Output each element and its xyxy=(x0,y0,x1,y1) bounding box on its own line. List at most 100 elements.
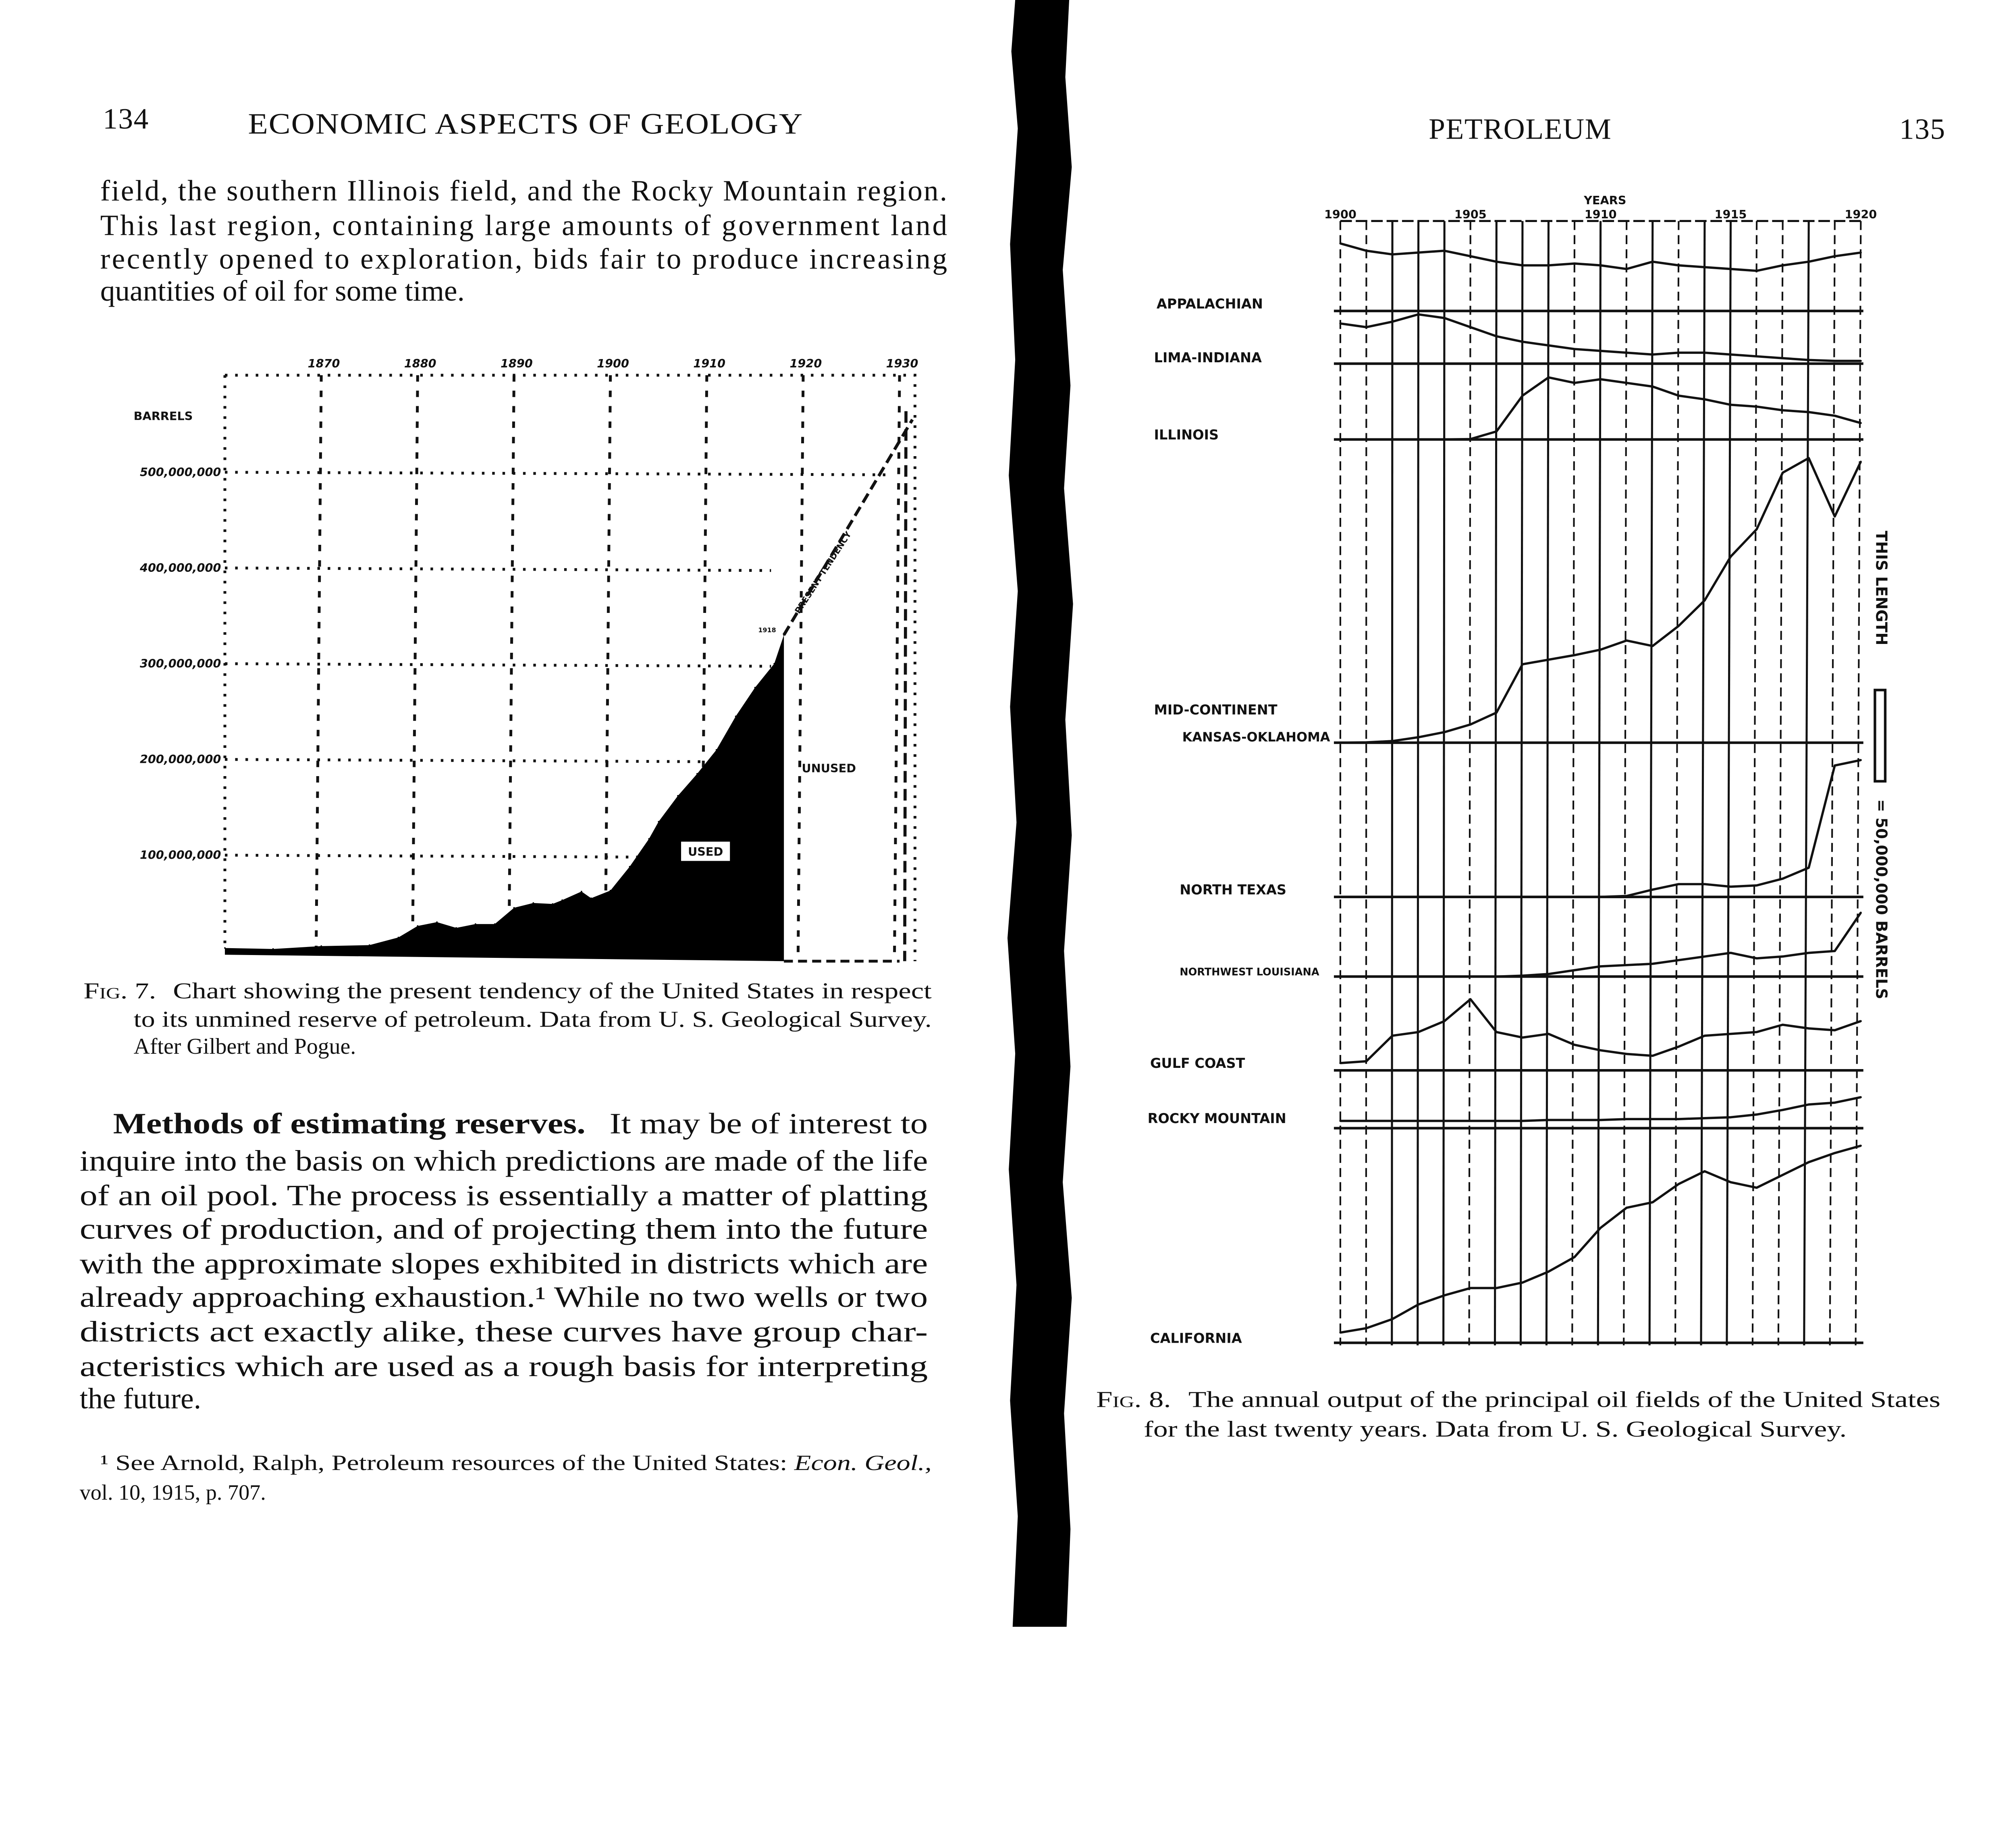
data-point xyxy=(1573,1119,1576,1121)
used-data-point xyxy=(455,927,457,929)
data-point xyxy=(1677,883,1680,885)
data-point xyxy=(1339,1331,1342,1334)
y-tick-label: 300,000,000 xyxy=(140,657,221,671)
data-point xyxy=(1651,963,1654,965)
data-point xyxy=(1807,1027,1810,1030)
data-point xyxy=(1417,1031,1420,1033)
section-line: already approaching exhaustion.¹ While n… xyxy=(80,1281,928,1313)
data-point xyxy=(1365,1327,1368,1329)
data-point xyxy=(1573,1256,1576,1258)
data-point xyxy=(1677,395,1680,397)
data-point xyxy=(1729,555,1732,558)
gridline-vertical xyxy=(1648,221,1654,1346)
data-point xyxy=(1703,599,1706,602)
running-head-left: ECONOMIC ASPECTS OF GEOLOGY xyxy=(248,108,803,140)
data-point xyxy=(1417,251,1420,254)
footnote-line: ¹ See Arnold, Ralph, Petroleum resources… xyxy=(100,1451,932,1475)
gridline-vertical xyxy=(1597,221,1602,1346)
data-point xyxy=(1547,376,1550,379)
data-point xyxy=(1443,731,1446,733)
gridline-vertical xyxy=(1855,221,1862,1346)
data-point xyxy=(1755,355,1758,357)
data-point xyxy=(1495,1031,1498,1033)
data-point xyxy=(1651,1055,1654,1057)
data-point xyxy=(1391,1034,1394,1037)
data-point xyxy=(1469,998,1472,1001)
data-point xyxy=(1677,625,1680,627)
data-point xyxy=(1495,260,1498,263)
data-point xyxy=(1469,255,1472,257)
data-point xyxy=(1443,317,1446,319)
footnote-line: vol. 10, 1915, p. 707. xyxy=(80,1480,266,1504)
data-point xyxy=(1677,1118,1680,1120)
data-point xyxy=(1782,1109,1784,1111)
data-point xyxy=(1859,251,1862,254)
data-point xyxy=(1807,359,1810,361)
gridline-vertical xyxy=(314,375,323,951)
scale-note-prefix: THIS LENGTH xyxy=(1872,531,1890,646)
used-data-point xyxy=(658,821,660,822)
x-tick-label: 1920 xyxy=(789,357,822,370)
data-point xyxy=(1677,959,1680,961)
data-point xyxy=(1677,264,1680,267)
used-data-point xyxy=(272,948,274,950)
data-point xyxy=(1339,438,1342,441)
data-point xyxy=(1782,264,1784,267)
footnote-journal: Econ. Geol., xyxy=(794,1451,932,1475)
page-number-left: 134 xyxy=(103,102,149,135)
data-point xyxy=(1573,348,1576,350)
gridline-vertical xyxy=(1623,221,1628,1346)
data-point xyxy=(1729,1033,1732,1035)
data-point xyxy=(1417,1120,1420,1122)
data-point xyxy=(1677,351,1680,354)
gridline-horizontal xyxy=(225,471,887,476)
data-point xyxy=(1859,461,1862,463)
book-gutter-shadow xyxy=(1007,0,1073,1627)
chart-frame xyxy=(223,374,916,961)
used-data-point xyxy=(397,936,399,939)
x-tick-label: 1890 xyxy=(501,357,533,370)
series-label: ROCKY MOUNTAIN xyxy=(1148,1111,1286,1126)
series-label: LIMA-INDIANA xyxy=(1154,350,1262,365)
data-point xyxy=(1807,411,1810,413)
data-point xyxy=(1625,895,1628,897)
data-point xyxy=(1469,326,1472,328)
data-point xyxy=(1729,353,1732,356)
data-point xyxy=(1859,1020,1862,1022)
data-point xyxy=(1625,1118,1628,1120)
data-point xyxy=(1729,268,1732,270)
unused-right-edge xyxy=(903,411,908,961)
used-label: USED xyxy=(688,845,723,859)
data-point xyxy=(1469,723,1472,726)
data-point xyxy=(1729,885,1732,888)
data-point xyxy=(1755,270,1758,272)
data-point xyxy=(1365,1060,1368,1063)
data-point xyxy=(1834,360,1836,362)
data-point xyxy=(1625,1053,1628,1055)
data-point xyxy=(1782,409,1784,411)
gridline-vertical xyxy=(604,375,612,951)
caption-label: Fig. 7. xyxy=(83,979,156,1004)
data-point xyxy=(1625,268,1628,270)
data-point xyxy=(1859,422,1862,424)
data-point xyxy=(1755,1031,1758,1033)
data-point xyxy=(1521,341,1524,343)
data-point xyxy=(1625,964,1628,966)
data-point xyxy=(1834,950,1836,952)
used-data-point xyxy=(474,923,476,925)
y-tick-label: 200,000,000 xyxy=(140,752,221,766)
data-point xyxy=(1600,896,1602,898)
x-tick-label: 1900 xyxy=(597,357,629,370)
data-point xyxy=(1729,403,1732,406)
data-point xyxy=(1339,1062,1342,1064)
methods-section: Methods of estimating reserves. It may b… xyxy=(80,1107,928,1414)
data-point xyxy=(1391,1120,1394,1122)
data-point xyxy=(1600,350,1602,352)
data-point xyxy=(1365,326,1368,328)
data-point xyxy=(1469,438,1472,440)
data-point xyxy=(1547,1119,1550,1121)
data-point xyxy=(1443,1020,1446,1022)
data-point xyxy=(1573,654,1576,656)
used-data-point xyxy=(754,687,756,689)
used-data-point xyxy=(561,899,563,901)
